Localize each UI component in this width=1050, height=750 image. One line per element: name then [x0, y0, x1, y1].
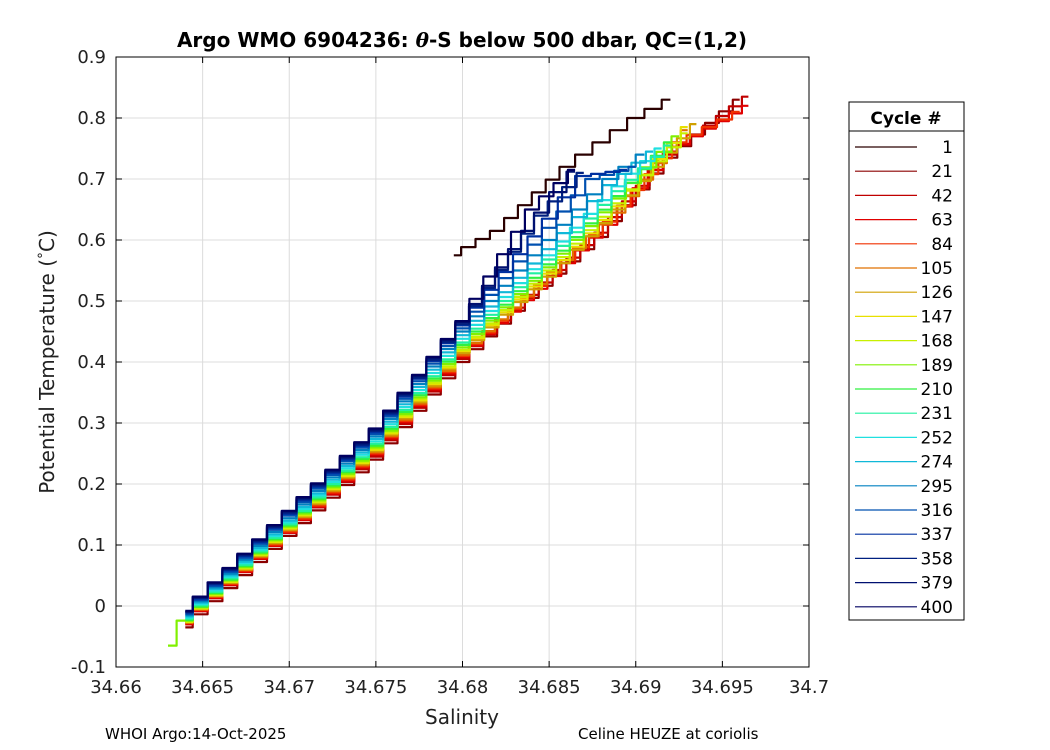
legend: Cycle # 1 21 42 63 84 105 126 147 168 189 210 231 25… — [848, 101, 965, 621]
legend-label: 168 — [921, 332, 953, 352]
legend-label: 337 — [921, 525, 953, 545]
x-tick-label: 34.68 — [437, 677, 489, 698]
legend-label: 21 — [931, 162, 953, 182]
legend-entry: 274 — [855, 453, 953, 473]
y-tick-label: 0.8 — [77, 108, 106, 129]
legend-entry: 400 — [855, 598, 953, 618]
legend-label: 42 — [931, 186, 953, 206]
legend-entry: 1 — [855, 138, 953, 158]
y-tick-label: 0.1 — [77, 535, 106, 556]
legend-entry: 358 — [855, 549, 953, 569]
legend-label: 358 — [921, 549, 953, 569]
legend-label: 147 — [921, 307, 953, 327]
x-tick-label: 34.66 — [90, 677, 142, 698]
legend-label: 231 — [921, 404, 953, 424]
y-tick-label: 0.6 — [77, 230, 106, 251]
legend-label: 1 — [942, 138, 953, 158]
y-tick-label: 0.2 — [77, 474, 106, 495]
series-line-cycle-1 — [453, 98, 671, 257]
legend-entry: 168 — [855, 332, 953, 352]
series-line-cycle-379 — [185, 170, 576, 613]
y-tick-label: 0 — [95, 596, 106, 617]
y-tick-label: 0.5 — [77, 291, 106, 312]
legend-title: Cycle # — [870, 109, 941, 129]
grid — [115, 56, 810, 668]
legend-entry: 337 — [855, 525, 953, 545]
legend-label: 105 — [921, 259, 953, 279]
series-line-cycle-63 — [185, 104, 749, 626]
x-tick-label: 34.685 — [518, 677, 581, 698]
legend-entry: 189 — [855, 356, 953, 376]
series-line-cycle-295 — [185, 153, 645, 617]
legend-entry: 147 — [855, 307, 953, 327]
legend-label: 400 — [921, 598, 953, 618]
x-tick-label: 34.7 — [789, 677, 829, 698]
footer-credit: Celine HEUZE at coriolis — [578, 725, 759, 743]
series-line-cycle-358 — [185, 171, 584, 614]
y-tick-label: -0.1 — [71, 657, 106, 678]
legend-label: 379 — [921, 574, 953, 594]
legend-label: 126 — [921, 283, 953, 303]
footer-source: WHOI Argo:14-Oct-2025 — [105, 725, 287, 743]
y-tick-label: 0.9 — [77, 47, 106, 68]
legend-label: 189 — [921, 356, 953, 376]
series-line-cycle-400 — [185, 168, 576, 612]
chart-title: Argo WMO 6904236: θ-S below 500 dbar, QC… — [177, 28, 747, 52]
axis-ticks: 34.66 34.665 34.67 34.675 34.68 34.685 34.69 34… — [71, 47, 829, 698]
legend-label: 274 — [921, 453, 953, 473]
legend-label: 63 — [931, 211, 953, 231]
legend-entry: 379 — [855, 574, 953, 594]
series-lines — [168, 95, 749, 647]
legend-label: 252 — [921, 428, 953, 448]
y-tick-label: 0.7 — [77, 169, 106, 190]
y-tick-label: 0.4 — [77, 352, 106, 373]
x-tick-label: 34.695 — [691, 677, 754, 698]
x-tick-label: 34.675 — [344, 677, 407, 698]
legend-entry: 63 — [855, 211, 953, 231]
legend-entry: 252 — [855, 428, 953, 448]
legend-entry: 105 — [855, 259, 953, 279]
legend-entry: 231 — [855, 404, 953, 424]
legend-label: 84 — [931, 235, 953, 255]
legend-entry: 295 — [855, 477, 953, 497]
legend-entry: 84 — [855, 235, 953, 255]
legend-entry: 210 — [855, 380, 953, 400]
legend-entry: 42 — [855, 186, 953, 206]
legend-items: 1 21 42 63 84 105 126 147 168 189 210 231 252 274 295 3… — [855, 138, 953, 618]
legend-label: 295 — [921, 477, 953, 497]
y-tick-label: 0.3 — [77, 413, 106, 434]
x-axis-label: Salinity — [425, 705, 499, 729]
x-tick-label: 34.665 — [171, 677, 234, 698]
legend-label: 316 — [921, 501, 953, 521]
x-tick-label: 34.69 — [610, 677, 662, 698]
legend-entry: 316 — [855, 501, 953, 521]
legend-label: 210 — [921, 380, 953, 400]
legend-entry: 126 — [855, 283, 953, 303]
legend-entry: 21 — [855, 162, 953, 182]
y-axis-label: Potential Temperature (°C) — [35, 230, 59, 494]
x-tick-label: 34.67 — [263, 677, 315, 698]
